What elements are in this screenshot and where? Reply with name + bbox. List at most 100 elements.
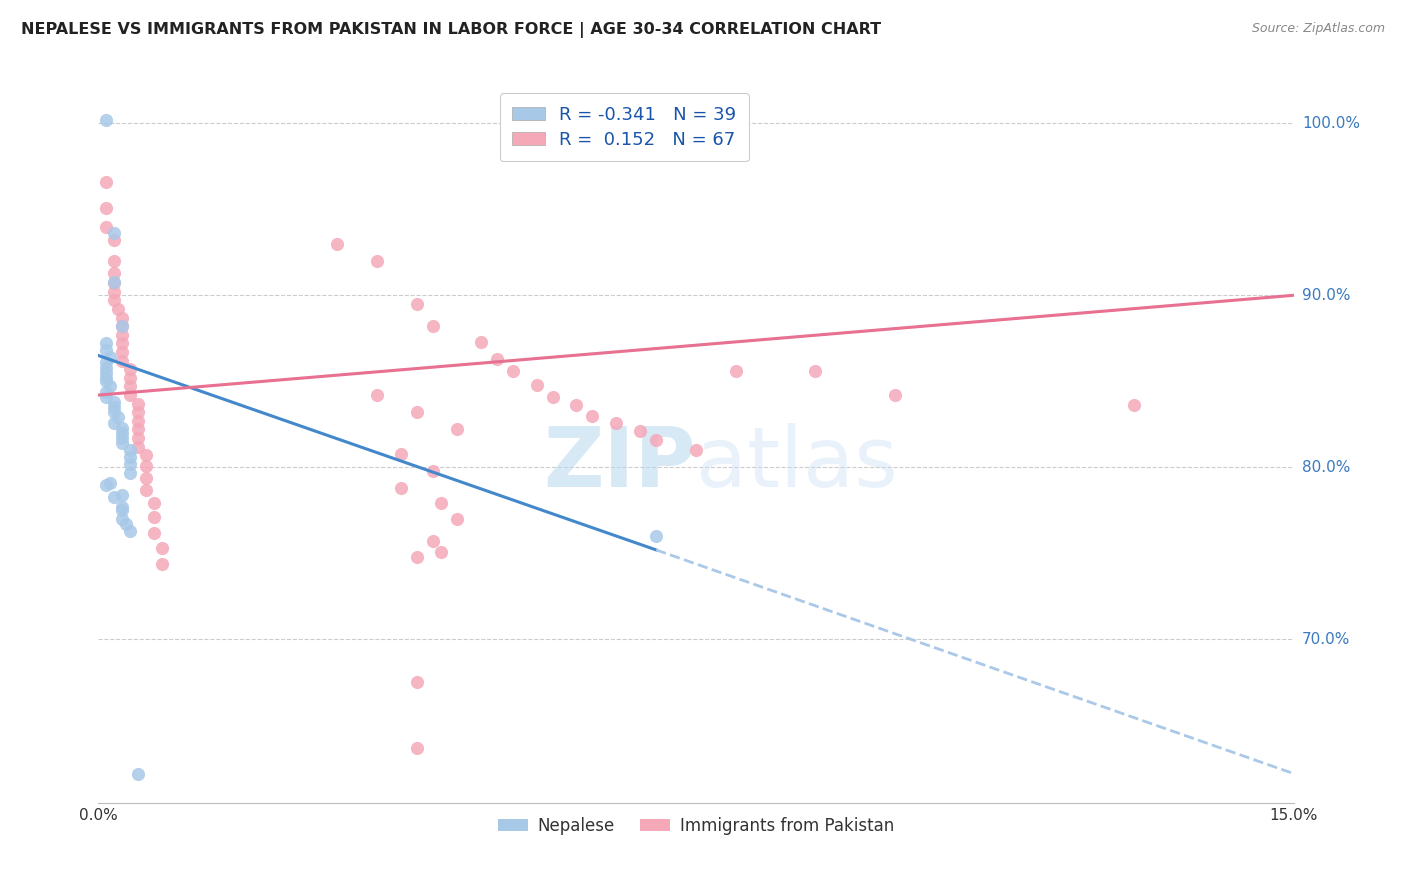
Point [389,481,412,495]
Point [111,488,134,502]
Point [96,355,118,369]
Point [406,297,429,311]
Point [96,384,118,399]
Text: 90.0%: 90.0% [1302,288,1350,302]
Point [366,388,388,402]
Point [111,421,134,435]
Point [406,675,429,690]
Point [150,557,173,571]
Point [127,440,149,454]
Point [111,327,134,342]
Point [111,345,134,359]
Point [96,175,118,189]
Point [120,362,142,376]
Point [96,371,118,385]
Point [628,424,651,438]
Point [96,390,118,404]
Point [111,310,134,325]
Point [127,431,149,445]
Point [406,740,429,755]
Point [96,336,118,351]
Point [103,285,125,299]
Point [422,534,444,549]
Point [526,377,548,392]
Point [96,343,118,358]
Point [120,388,142,402]
Point [150,541,173,556]
Point [111,503,134,517]
Point [111,431,134,445]
Text: NEPALESE VS IMMIGRANTS FROM PAKISTAN IN LABOR FORCE | AGE 30-34 CORRELATION CHAR: NEPALESE VS IMMIGRANTS FROM PAKISTAN IN … [21,22,882,38]
Point [135,448,157,462]
Point [389,446,412,460]
Point [96,360,118,375]
Point [502,364,524,378]
Point [96,201,118,215]
Point [135,458,157,473]
Point [98,475,122,490]
Point [724,364,747,378]
Point [96,112,118,127]
Point [143,496,166,510]
Point [127,397,149,411]
Text: Source: ZipAtlas.com: Source: ZipAtlas.com [1251,22,1385,36]
Point [120,443,142,458]
Point [111,336,134,351]
Point [111,319,134,334]
Point [430,544,453,558]
Point [366,253,388,268]
Point [98,350,122,364]
Legend: Nepalese, Immigrants from Pakistan: Nepalese, Immigrants from Pakistan [491,810,901,841]
Point [103,227,125,241]
Point [103,253,125,268]
Point [111,436,134,450]
Point [111,353,134,368]
Point [406,549,429,564]
Point [120,379,142,393]
Point [127,422,149,436]
Point [103,275,125,289]
Point [120,457,142,471]
Point [120,450,142,464]
Point [127,414,149,428]
Point [103,400,125,414]
Point [96,374,118,388]
Point [541,390,564,404]
Point [103,277,125,291]
Point [96,366,118,380]
Text: atlas: atlas [696,423,897,504]
Point [406,405,429,419]
Point [111,500,134,514]
Point [96,477,118,491]
Point [127,766,149,780]
Point [107,301,129,316]
Point [485,351,508,366]
Point [111,425,134,440]
Point [685,443,707,458]
Point [645,433,668,447]
Point [103,490,125,504]
Text: 70.0%: 70.0% [1302,632,1350,647]
Point [120,466,142,480]
Point [111,512,134,526]
Point [884,388,907,402]
Point [107,410,129,425]
Text: 80.0%: 80.0% [1302,460,1350,475]
Point [470,334,492,349]
Point [430,496,453,510]
Point [103,233,125,247]
Point [326,236,349,251]
Point [422,319,444,334]
Point [645,529,668,543]
Point [103,405,125,419]
Point [120,524,142,538]
Point [103,266,125,280]
Point [115,517,138,532]
Point [103,293,125,308]
Point [143,525,166,540]
Text: ZIP: ZIP [544,423,696,504]
Point [605,416,627,430]
Point [1123,398,1146,412]
Point [804,364,827,378]
Point [98,379,122,393]
